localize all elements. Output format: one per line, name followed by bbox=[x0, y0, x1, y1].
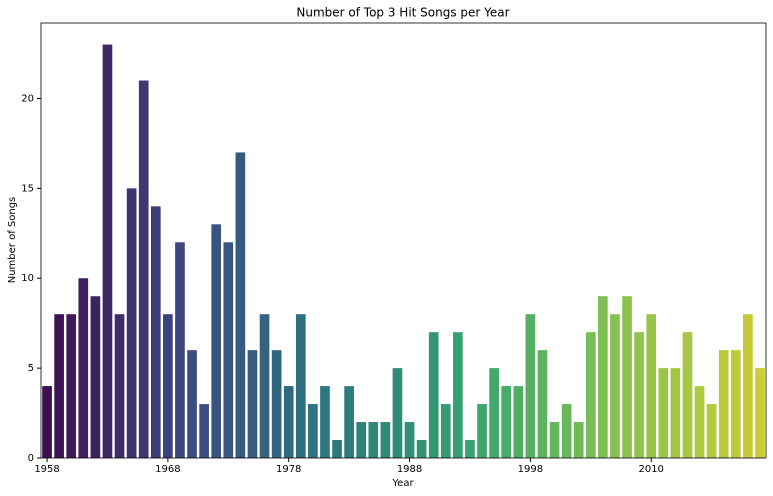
bar bbox=[138, 80, 149, 458]
x-tick-label: 1958 bbox=[34, 464, 59, 475]
bar bbox=[453, 332, 463, 458]
bar bbox=[380, 422, 391, 458]
bar bbox=[320, 386, 330, 458]
bar bbox=[622, 296, 632, 458]
y-tick-label: 20 bbox=[21, 93, 34, 104]
bar bbox=[501, 386, 512, 458]
x-tick-label: 1978 bbox=[276, 464, 301, 475]
bar bbox=[163, 314, 173, 458]
bar bbox=[428, 332, 439, 458]
bar bbox=[235, 152, 246, 458]
x-tick-label: 2010 bbox=[638, 464, 663, 475]
bar bbox=[271, 350, 282, 458]
bar bbox=[477, 404, 487, 458]
bar bbox=[308, 404, 318, 458]
y-tick-label: 10 bbox=[21, 273, 34, 284]
bar bbox=[718, 350, 729, 458]
x-axis-label: Year bbox=[391, 478, 414, 489]
bar bbox=[416, 440, 427, 458]
bar bbox=[404, 422, 415, 458]
y-tick-label: 0 bbox=[28, 453, 34, 464]
bar bbox=[283, 386, 294, 458]
bar bbox=[368, 422, 379, 458]
bar bbox=[102, 44, 113, 458]
bar bbox=[150, 206, 161, 458]
bar bbox=[259, 314, 270, 458]
y-tick-label: 15 bbox=[21, 183, 34, 194]
bar bbox=[743, 314, 753, 458]
bar bbox=[561, 404, 572, 458]
bar bbox=[585, 332, 596, 458]
x-tick-label: 1998 bbox=[518, 464, 543, 475]
bar bbox=[513, 386, 524, 458]
bar bbox=[54, 314, 64, 458]
bar bbox=[670, 368, 681, 458]
bar bbox=[537, 350, 548, 458]
bar bbox=[247, 350, 258, 458]
bar bbox=[525, 314, 536, 458]
bar bbox=[295, 314, 306, 458]
bar bbox=[573, 422, 584, 458]
bar bbox=[223, 242, 234, 458]
bar bbox=[706, 404, 717, 458]
bar bbox=[658, 368, 669, 458]
bar bbox=[694, 386, 705, 458]
bar bbox=[42, 386, 52, 458]
bar bbox=[126, 188, 137, 459]
bar bbox=[755, 368, 765, 458]
bar bbox=[211, 224, 222, 458]
bar bbox=[332, 440, 342, 458]
bar bbox=[610, 314, 620, 458]
bar bbox=[440, 404, 451, 458]
chart-title: Number of Top 3 Hit Songs per Year bbox=[296, 6, 509, 20]
y-tick-label: 5 bbox=[28, 363, 34, 374]
x-tick-label: 1988 bbox=[397, 464, 422, 475]
bar bbox=[489, 368, 499, 458]
bar bbox=[114, 314, 125, 458]
bar bbox=[646, 314, 657, 458]
bar bbox=[78, 278, 89, 458]
x-tick-label: 1968 bbox=[155, 464, 180, 475]
bar bbox=[392, 368, 403, 458]
bar bbox=[187, 350, 197, 458]
plot-frame bbox=[40, 22, 767, 459]
bar bbox=[356, 422, 367, 458]
bar bbox=[682, 332, 693, 458]
bar bbox=[598, 296, 608, 458]
bar bbox=[199, 404, 209, 458]
bar bbox=[465, 440, 475, 458]
bar bbox=[730, 350, 741, 458]
bar bbox=[175, 242, 185, 458]
bar bbox=[344, 386, 354, 458]
bar bbox=[634, 332, 644, 458]
bar bbox=[549, 422, 560, 458]
bar bbox=[66, 314, 77, 458]
y-axis-label: Number of Songs bbox=[7, 197, 18, 284]
bar bbox=[90, 296, 101, 458]
